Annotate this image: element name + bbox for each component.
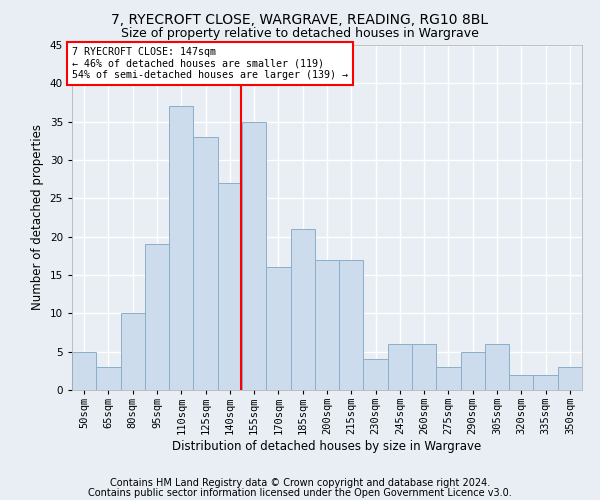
Bar [169,106,193,390]
Bar [485,344,509,390]
Bar [509,374,533,390]
Text: 7 RYECROFT CLOSE: 147sqm
← 46% of detached houses are smaller (119)
54% of semi-: 7 RYECROFT CLOSE: 147sqm ← 46% of detach… [72,46,348,80]
Text: Contains HM Land Registry data © Crown copyright and database right 2024.: Contains HM Land Registry data © Crown c… [110,478,490,488]
Bar [96,367,121,390]
Bar [72,352,96,390]
Bar [461,352,485,390]
Bar [558,367,582,390]
Bar [339,260,364,390]
Bar [364,360,388,390]
Bar [193,137,218,390]
Bar [290,229,315,390]
Bar [242,122,266,390]
Y-axis label: Number of detached properties: Number of detached properties [31,124,44,310]
Bar [145,244,169,390]
Text: Size of property relative to detached houses in Wargrave: Size of property relative to detached ho… [121,28,479,40]
Bar [388,344,412,390]
Bar [266,268,290,390]
Text: 7, RYECROFT CLOSE, WARGRAVE, READING, RG10 8BL: 7, RYECROFT CLOSE, WARGRAVE, READING, RG… [112,12,488,26]
Bar [218,183,242,390]
Bar [533,374,558,390]
Text: Contains public sector information licensed under the Open Government Licence v3: Contains public sector information licen… [88,488,512,498]
Bar [436,367,461,390]
Bar [121,314,145,390]
Bar [412,344,436,390]
Bar [315,260,339,390]
X-axis label: Distribution of detached houses by size in Wargrave: Distribution of detached houses by size … [172,440,482,453]
